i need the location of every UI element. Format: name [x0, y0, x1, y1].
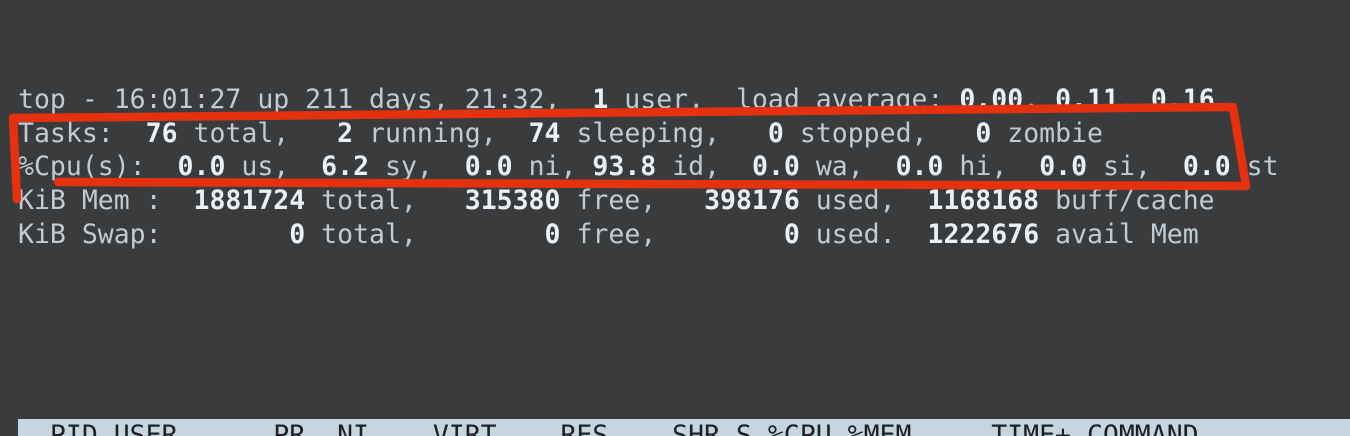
- value-bold: 0.11: [1055, 84, 1119, 116]
- value-bold: 76: [145, 117, 178, 149]
- value-bold: 1168168: [927, 184, 1040, 216]
- value-bold: 0.0: [464, 151, 513, 183]
- value-bold: 0.00: [959, 84, 1024, 116]
- value-bold: 315380: [464, 184, 561, 216]
- value-bold: 0: [783, 218, 800, 250]
- label-text: sleeping,: [560, 117, 768, 149]
- label-text: sy,: [369, 151, 465, 183]
- label-text: zombie: [991, 117, 1103, 149]
- label-text: st: [1230, 151, 1279, 183]
- label-text: KiB Swap:: [18, 218, 290, 250]
- label-text: total,: [305, 184, 465, 216]
- value-bold: 0.0: [895, 151, 944, 183]
- label-text: free,: [560, 218, 784, 250]
- label-text: total,: [305, 218, 545, 250]
- label-text: total,: [177, 117, 338, 149]
- cpu-line: %Cpu(s): 0.0 us, 6.2 sy, 0.0 ni, 93.8 id…: [0, 150, 1350, 184]
- label-text: ,: [1023, 84, 1056, 116]
- tasks-line: Tasks: 76 total, 2 running, 74 sleeping,…: [0, 117, 1350, 151]
- value-bold: 398176: [704, 184, 800, 216]
- top-output: top - 16:01:27 up 211 days, 21:32, 1 use…: [0, 16, 1350, 436]
- label-text: Tasks:: [18, 117, 146, 149]
- value-bold: 1: [592, 84, 609, 116]
- top-summary: top - 16:01:27 up 211 days, 21:32, 1 use…: [0, 83, 1350, 251]
- value-bold: 2: [337, 117, 354, 149]
- value-bold: 0.0: [177, 151, 226, 183]
- value-bold: 1881724: [193, 184, 306, 216]
- label-text: running,: [353, 117, 529, 149]
- label-text: ni,: [512, 151, 593, 183]
- value-bold: 0: [289, 218, 306, 250]
- swap-line: KiB Swap: 0 total, 0 free, 0 used. 12226…: [0, 218, 1350, 252]
- value-bold: 0.0: [751, 151, 800, 183]
- process-table-header: PID USER PR NI VIRT RES SHR S %CPU %MEM …: [0, 419, 1350, 436]
- uptime-line: top - 16:01:27 up 211 days, 21:32, 1 use…: [0, 83, 1350, 117]
- label-text: id,: [656, 151, 752, 183]
- value-bold: 93.8: [592, 151, 657, 183]
- value-bold: 0.16: [1150, 84, 1215, 116]
- label-text: free,: [560, 184, 705, 216]
- label-text: ,: [1118, 84, 1151, 116]
- value-bold: 0.0: [1039, 151, 1088, 183]
- blank-line: [0, 318, 1350, 352]
- value-bold: 0: [767, 117, 784, 149]
- label-text: used,: [799, 184, 928, 216]
- mem-line: KiB Mem : 1881724 total, 315380 free, 39…: [0, 184, 1350, 218]
- label-text: %Cpu(s):: [18, 151, 178, 183]
- label-text: top - 16:01:27 up 211 days, 21:32,: [18, 84, 593, 116]
- label-text: us,: [225, 151, 322, 183]
- value-bold: 0.0: [1182, 151, 1231, 183]
- value-bold: 0: [544, 218, 561, 250]
- label-text: KiB Mem :: [18, 184, 194, 216]
- label-text: wa,: [799, 151, 896, 183]
- label-text: hi,: [943, 151, 1040, 183]
- label-text: si,: [1087, 151, 1183, 183]
- label-text: used.: [799, 218, 928, 250]
- label-text: avail Mem: [1039, 218, 1199, 250]
- value-bold: 74: [528, 117, 561, 149]
- value-bold: 0: [975, 117, 992, 149]
- label-text: stopped,: [783, 117, 976, 149]
- label-text: user, load average:: [608, 84, 960, 116]
- value-bold: 1222676: [927, 218, 1040, 250]
- value-bold: 6.2: [321, 151, 370, 183]
- label-text: buff/cache: [1039, 184, 1215, 216]
- process-table-header-text: PID USER PR NI VIRT RES SHR S %CPU %MEM …: [18, 419, 1350, 436]
